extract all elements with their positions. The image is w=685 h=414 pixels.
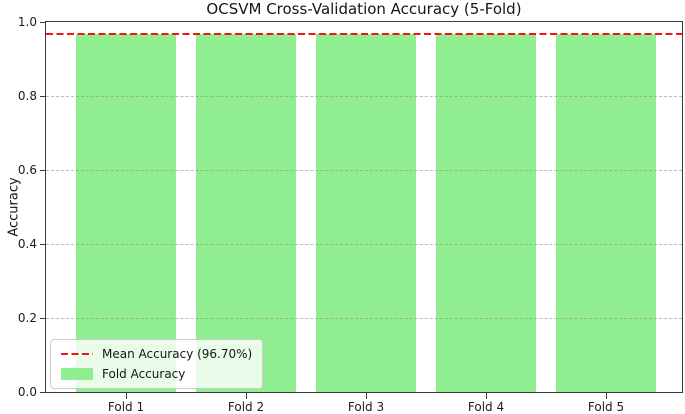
y-tick [40, 96, 45, 97]
y-tick [40, 22, 45, 23]
fold-accuracy-legend-swatch [61, 368, 93, 380]
chart-title: OCSVM Cross-Validation Accuracy (5-Fold) [206, 0, 522, 18]
y-tick-label: 0.8 [17, 89, 37, 103]
x-tick [486, 393, 487, 399]
x-tick-label: Fold 4 [467, 400, 505, 414]
bar-fold-2 [196, 34, 296, 392]
legend-entry-fold-label: Fold Accuracy [102, 367, 186, 381]
legend-entry-fold: Fold Accuracy [61, 367, 252, 381]
bar-fold-1 [76, 34, 176, 392]
y-tick [40, 392, 45, 393]
mean-line-legend-swatch [61, 353, 93, 355]
x-tick [366, 393, 367, 399]
plot-area: Mean Accuracy (96.70%) Fold Accuracy 0.0… [18, 15, 683, 414]
y-tick-label: 1.0 [17, 15, 37, 29]
y-tick-label: 0.4 [17, 237, 37, 251]
y-tick-label: 0.0 [17, 385, 37, 399]
y-tick [40, 318, 45, 319]
x-tick-label: Fold 5 [587, 400, 625, 414]
y-axis-label: Accuracy [6, 177, 22, 237]
legend: Mean Accuracy (96.70%) Fold Accuracy [50, 339, 264, 389]
legend-entry-mean-label: Mean Accuracy (96.70%) [102, 347, 253, 361]
x-tick [246, 393, 247, 399]
bar-fold-3 [316, 34, 416, 392]
x-tick-label: Fold 1 [107, 400, 145, 414]
x-tick-label: Fold 3 [347, 400, 385, 414]
y-tick [40, 170, 45, 171]
y-tick [40, 244, 45, 245]
y-tick-label: 0.2 [17, 311, 37, 325]
x-tick [126, 393, 127, 399]
bar-fold-5 [556, 34, 656, 392]
x-tick [606, 393, 607, 399]
bar-fold-4 [436, 34, 536, 392]
x-tick-label: Fold 2 [227, 400, 265, 414]
y-tick-label: 0.6 [17, 163, 37, 177]
legend-entry-mean: Mean Accuracy (96.70%) [61, 347, 252, 361]
